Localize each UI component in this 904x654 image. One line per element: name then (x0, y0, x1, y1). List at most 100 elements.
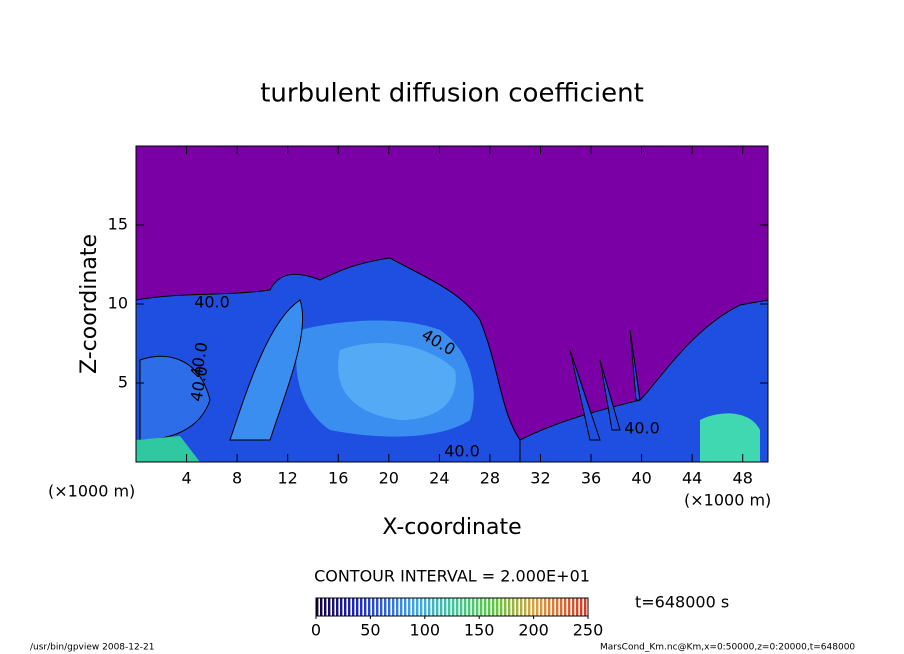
colorbar-cell (584, 598, 587, 616)
colorbar-cell (324, 598, 327, 616)
colorbar-cell (556, 598, 559, 616)
colorbar-cell (328, 598, 331, 616)
x-tick-label: 44 (682, 469, 702, 488)
colorbar-cell (520, 598, 523, 616)
colorbar-cell (568, 598, 571, 616)
colorbar-tick-label: 100 (410, 621, 441, 640)
colorbar-cell (436, 598, 439, 616)
colorbar-cell (340, 598, 343, 616)
footer-right: MarsCond_Km.nc@Km,x=0:50000,z=0:20000,t=… (600, 643, 855, 653)
colorbar-tick-label: 50 (360, 621, 380, 640)
contour-label: 40.0 (194, 293, 230, 312)
colorbar-cell (572, 598, 575, 616)
colorbar-cell (576, 598, 579, 616)
field-region (569, 329, 641, 441)
colorbar-cell (440, 598, 443, 616)
colorbar-tick-label: 150 (464, 621, 495, 640)
y-axis-label: Z-coordinate (77, 234, 102, 374)
x-axis-label: X-coordinate (382, 515, 521, 540)
colorbar-cell (320, 598, 323, 616)
colorbar-cell (348, 598, 351, 616)
field-region (229, 299, 304, 441)
colorbar-cell (536, 598, 539, 616)
colorbar-cell (468, 598, 471, 616)
x-tick-label: 36 (581, 469, 601, 488)
colorbar-cell (472, 598, 475, 616)
colorbar-cell (500, 598, 503, 616)
colorbar-cell (416, 598, 419, 616)
colorbar-cell (544, 598, 547, 616)
colorbar-cell (528, 598, 531, 616)
x-tick-label: 20 (379, 469, 399, 488)
colorbar-cell (380, 598, 383, 616)
colorbar-cell (400, 598, 403, 616)
colorbar-cell (464, 598, 467, 616)
colorbar-cell (512, 598, 515, 616)
colorbar-cell (492, 598, 495, 616)
colorbar-cell (412, 598, 415, 616)
field-region (700, 413, 760, 462)
colorbar-cell (364, 598, 367, 616)
colorbar-tick-label: 200 (518, 621, 549, 640)
colorbar-frame (315, 597, 589, 617)
colorbar-cell (488, 598, 491, 616)
colorbar-cell (360, 598, 363, 616)
x-tick-label: 24 (429, 469, 449, 488)
colorbar-cell (316, 598, 319, 616)
colorbar-cell (384, 598, 387, 616)
colorbar-cell (356, 598, 359, 616)
colorbar-cell (332, 598, 335, 616)
colorbar-cell (524, 598, 527, 616)
y-tick-label: 15 (108, 215, 128, 234)
colorbar-cell (388, 598, 391, 616)
chart-title: turbulent diffusion coefficient (260, 79, 644, 109)
colorbar-cell (424, 598, 427, 616)
colorbar-cell (540, 598, 543, 616)
footer-left: /usr/bin/gpview 2008-12-21 (30, 643, 154, 653)
colorbar-cell (456, 598, 459, 616)
colorbar-cell (560, 598, 563, 616)
colorbar-cell (532, 598, 535, 616)
contour-interval: CONTOUR INTERVAL = 2.000E+01 (314, 567, 590, 586)
y-tick-label: 5 (118, 373, 128, 392)
contour-label: 40.0 (444, 442, 480, 461)
x-tick-label: 4 (181, 469, 191, 488)
x-tick-label: 32 (530, 469, 550, 488)
x-tick-label: 28 (480, 469, 500, 488)
colorbar-cell (344, 598, 347, 616)
x-tick-label: 8 (232, 469, 242, 488)
colorbar-cell (580, 598, 583, 616)
colorbar-cell (496, 598, 499, 616)
colorbar-tick-label: 0 (311, 621, 321, 640)
field-region (136, 436, 200, 462)
x-tick-label: 12 (278, 469, 298, 488)
colorbar-cell (452, 598, 455, 616)
colorbar-cell (392, 598, 395, 616)
x-tick-label: 16 (328, 469, 348, 488)
colorbar-cell (372, 598, 375, 616)
colorbar-cell (548, 598, 551, 616)
colorbar-cell (336, 598, 339, 616)
colorbar-tick-label: 250 (573, 621, 604, 640)
colorbar-cell (444, 598, 447, 616)
colorbar-cell (428, 598, 431, 616)
y-tick-label: 10 (108, 294, 128, 313)
colorbar-cell (352, 598, 355, 616)
colorbar-cell (432, 598, 435, 616)
colorbar-cell (408, 598, 411, 616)
colorbar-cell (376, 598, 379, 616)
x-unit: (×1000 m) (684, 491, 771, 510)
x-tick-label: 48 (733, 469, 753, 488)
x-tick-label: 40 (631, 469, 651, 488)
colorbar-cell (504, 598, 507, 616)
colorbar-cell (368, 598, 371, 616)
colorbar-cell (564, 598, 567, 616)
field-region (338, 342, 456, 420)
colorbar-cell (404, 598, 407, 616)
colorbar-cell (420, 598, 423, 616)
colorbar-cell (448, 598, 451, 616)
colorbar-cell (460, 598, 463, 616)
x-unit: (×1000 m) (48, 482, 135, 501)
colorbar-cell (484, 598, 487, 616)
colorbar-cell (516, 598, 519, 616)
